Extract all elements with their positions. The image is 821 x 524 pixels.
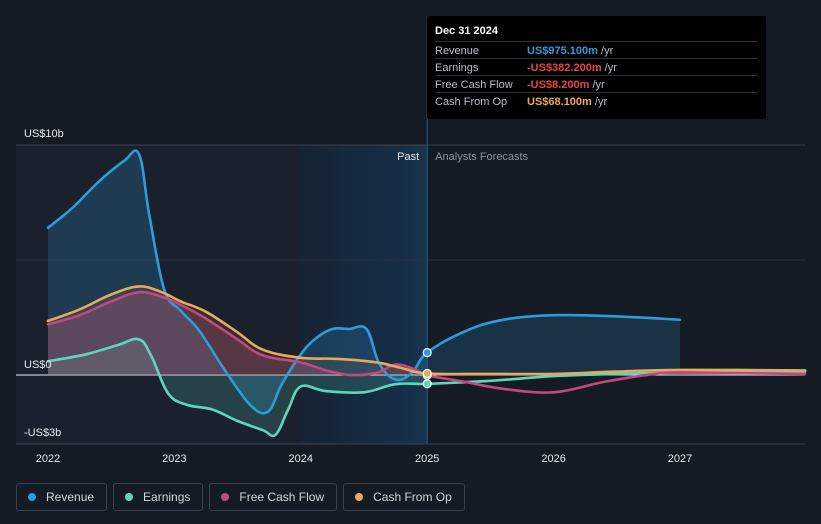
forecast-label: Analysts Forecasts	[435, 151, 528, 163]
y-tick-label: US$0	[24, 359, 52, 371]
tooltip-row-earnings: Earnings -US$382.200m /yr	[435, 58, 758, 76]
legend: Revenue Earnings Free Cash Flow Cash Fro…	[16, 483, 465, 513]
y-tick-label: -US$3b	[24, 427, 61, 439]
legend-item-revenue[interactable]: Revenue	[16, 483, 108, 511]
tooltip-row-free-cash-flow: Free Cash Flow -US$8.200m /yr	[435, 75, 758, 93]
legend-item-free-cash-flow[interactable]: Free Cash Flow	[209, 483, 338, 511]
tooltip-date: Dec 31 2024	[435, 25, 498, 37]
revenue-line	[46, 149, 682, 415]
earnings-line	[46, 337, 807, 438]
free-cash-flow-line	[46, 290, 807, 394]
legend-item-cash-from-op[interactable]: Cash From Op	[343, 483, 465, 511]
x-tick-label: 2027	[668, 453, 692, 465]
legend-label: Earnings	[143, 490, 191, 504]
tooltip-label: Cash From Op	[435, 96, 508, 108]
cash-from-op-dot-icon	[355, 493, 364, 501]
tooltip-label: Earnings	[435, 62, 479, 74]
x-tick-label: 2022	[36, 453, 60, 465]
legend-label: Revenue	[46, 490, 95, 504]
tooltip: Dec 31 2024 Revenue US$975.100m /yr Earn…	[427, 16, 766, 119]
legend-label: Cash From Op	[373, 490, 452, 504]
x-tick-label: 2024	[289, 453, 313, 465]
x-tick-label: 2026	[541, 453, 565, 465]
tooltip-label: Free Cash Flow	[435, 79, 513, 91]
x-tick-label: 2023	[162, 453, 186, 465]
highlight-region	[300, 145, 428, 444]
revenue-marker	[422, 347, 432, 358]
x-tick-label: 2025	[415, 453, 439, 465]
earnings-marker	[422, 379, 432, 389]
cash-from-op-marker	[422, 368, 432, 379]
tooltip-value: US$68.100m /yr	[527, 96, 608, 108]
legend-label: Free Cash Flow	[239, 490, 325, 504]
free-cash-flow-area-past	[48, 292, 428, 376]
revenue-area-forecast	[427, 315, 680, 375]
cash-from-op-line	[46, 285, 807, 376]
free-cash-flow-dot-icon	[221, 493, 230, 501]
tooltip-value: -US$382.200m /yr	[527, 62, 617, 74]
past-label: Past	[397, 151, 419, 163]
tooltip-label: Revenue	[435, 45, 480, 57]
y-tick-label: US$10b	[24, 128, 64, 140]
tooltip-row-revenue: Revenue US$975.100m /yr	[435, 41, 758, 59]
earnings-dot-icon	[125, 493, 134, 501]
tooltip-value: -US$8.200m /yr	[527, 79, 605, 91]
tooltip-row-cash-from-op: Cash From Op US$68.100m /yr	[435, 92, 758, 110]
tooltip-value: US$975.100m /yr	[527, 45, 614, 57]
revenue-area-past	[48, 150, 428, 414]
legend-item-earnings[interactable]: Earnings	[113, 483, 204, 511]
revenue-dot-icon	[28, 493, 36, 501]
cash-from-op-area-past	[48, 286, 428, 375]
